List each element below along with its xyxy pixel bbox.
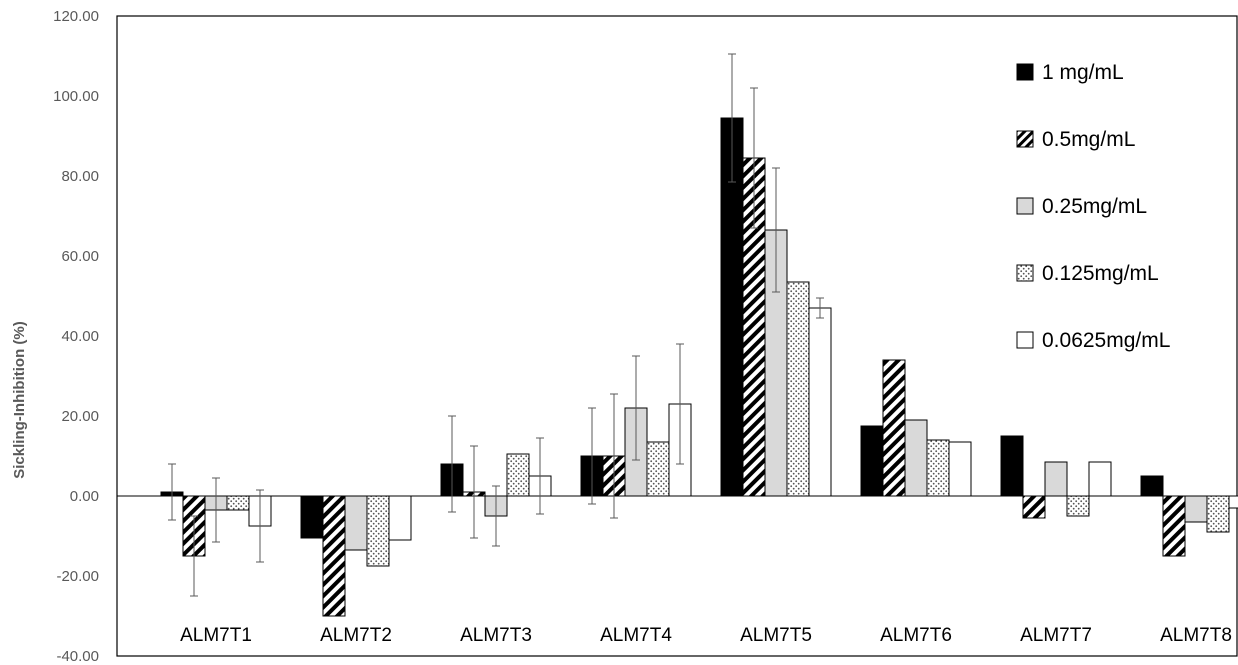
error-bars — [168, 53, 824, 597]
bar-ALM7T7-1 — [1022, 495, 1046, 519]
legend-swatch — [1016, 197, 1034, 215]
legend-swatch — [1016, 264, 1034, 282]
bar-ALM7T8-1 — [1162, 495, 1186, 557]
y-tick-label: 60.00 — [61, 248, 99, 265]
y-tick-label: 100.00 — [53, 88, 99, 105]
y-tick-label: 40.00 — [61, 328, 99, 345]
y-axis: 120.00 100.00 80.00 60.00 40.00 20.00 0.00 -20.… — [53, 8, 99, 665]
legend-label: 0.25mg/mL — [1042, 195, 1147, 218]
y-tick-label: 120.00 — [53, 8, 99, 25]
y-tick-label: -20.00 — [56, 568, 99, 585]
legend-swatch — [1016, 331, 1034, 349]
bar-ALM7T2-4 — [388, 495, 412, 541]
category-label: ALM7T1 — [180, 625, 252, 646]
legend-swatch — [1016, 130, 1034, 148]
bar-ALM7T6-4 — [948, 441, 972, 497]
legend-label: 0.125mg/mL — [1042, 262, 1159, 285]
bar-ALM7T8-0 — [1140, 475, 1164, 497]
legend: 1 mg/mL 0.5mg/mL 0.25mg/mL 0.125mg/mL 0.0625… — [1016, 61, 1170, 352]
category-labels: ALM7T1 ALM7T2 ALM7T3 ALM7T4 ALM7T5 ALM7T6 ALM7… — [180, 625, 1232, 646]
bar-ALM7T4-3 — [646, 441, 670, 497]
y-tick-label: 0.00 — [70, 488, 99, 505]
y-tick-label: -40.00 — [56, 648, 99, 665]
category-label: ALM7T8 — [1160, 625, 1232, 646]
bar-ALM7T2-1 — [322, 495, 346, 617]
bars — [160, 117, 1238, 617]
bar-ALM7T7-0 — [1000, 435, 1024, 497]
category-label: ALM7T5 — [740, 625, 812, 646]
legend-label: 0.0625mg/mL — [1042, 329, 1170, 352]
bar-ALM7T7-2 — [1044, 461, 1068, 497]
bar-ALM7T7-4 — [1088, 461, 1112, 497]
y-tick-label: 20.00 — [61, 408, 99, 425]
legend-label: 0.5mg/mL — [1042, 128, 1135, 151]
y-axis-label: Sickling-Inhibition (%) — [11, 321, 28, 479]
bar-ALM7T5-3 — [786, 281, 810, 497]
bar-ALM7T2-3 — [366, 495, 390, 567]
bar-ALM7T2-2 — [344, 495, 368, 551]
category-label: ALM7T2 — [320, 625, 392, 646]
legend-label: 1 mg/mL — [1042, 61, 1124, 84]
bar-ALM7T8-4 — [1228, 495, 1238, 509]
legend-swatch — [1016, 63, 1034, 81]
bar-ALM7T5-4 — [808, 307, 832, 497]
bar-ALM7T7-3 — [1066, 495, 1090, 517]
bar-ALM7T6-2 — [904, 419, 928, 497]
bar-ALM7T3-3 — [506, 453, 530, 497]
bar-ALM7T1-3 — [226, 495, 250, 511]
bar-ALM7T8-3 — [1206, 495, 1230, 533]
plot-border — [116, 15, 1238, 657]
bar-ALM7T8-2 — [1184, 495, 1208, 523]
category-label: ALM7T7 — [1020, 625, 1092, 646]
bar-ALM7T6-3 — [926, 439, 950, 497]
bar-ALM7T6-1 — [882, 359, 906, 497]
category-label: ALM7T4 — [600, 625, 672, 646]
bar-ALM7T6-0 — [860, 425, 884, 497]
y-tick-label: 80.00 — [61, 168, 99, 185]
bar-ALM7T2-0 — [300, 495, 324, 539]
category-label: ALM7T6 — [880, 625, 952, 646]
category-label: ALM7T3 — [460, 625, 532, 646]
